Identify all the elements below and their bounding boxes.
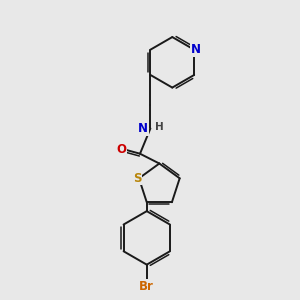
Text: Br: Br <box>139 280 154 293</box>
Text: N: N <box>138 122 148 135</box>
Text: S: S <box>133 172 142 185</box>
Text: N: N <box>191 43 201 56</box>
Text: O: O <box>116 143 126 156</box>
Text: H: H <box>155 122 164 132</box>
